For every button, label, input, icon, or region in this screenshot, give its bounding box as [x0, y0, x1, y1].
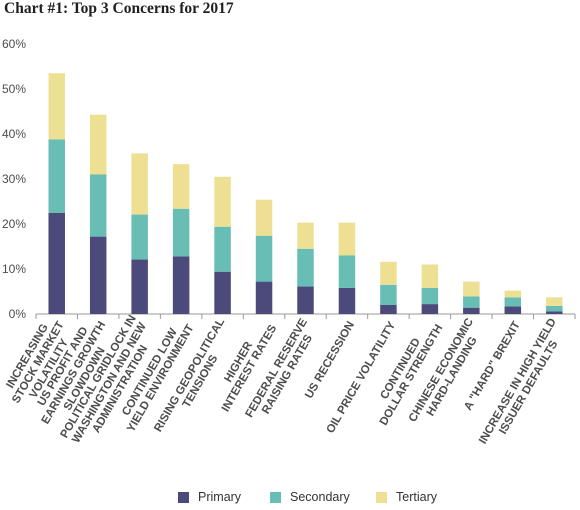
- x-category-label: INCREASE IN HIGH YIELDISSUER DEFAULTS: [477, 316, 570, 452]
- bar-segment-tertiary: [421, 264, 439, 288]
- legend-item-tertiary: Tertiary: [376, 490, 437, 504]
- legend-label-secondary: Secondary: [290, 490, 350, 504]
- bar-segment-secondary: [338, 255, 356, 288]
- bar-segment-secondary: [380, 284, 397, 305]
- bar-segment-secondary: [297, 248, 314, 287]
- bar-segment-tertiary: [48, 73, 65, 140]
- legend-label-primary: Primary: [198, 490, 242, 504]
- bar-segment-tertiary: [463, 281, 480, 297]
- y-tick-label: 40%: [2, 127, 26, 141]
- bar-segment-tertiary: [504, 290, 522, 298]
- bar-segment-secondary: [131, 214, 148, 260]
- bar-segment-secondary: [89, 174, 107, 237]
- bar-segment-tertiary: [172, 164, 190, 209]
- bar-segment-secondary: [255, 235, 273, 282]
- bar-segment-primary: [48, 212, 65, 314]
- bar-segment-secondary: [504, 297, 522, 307]
- bar-segment-primary: [89, 236, 107, 314]
- bar-segment-tertiary: [214, 176, 231, 227]
- legend: Primary Secondary Tertiary: [0, 490, 580, 508]
- bar-segment-primary: [131, 259, 148, 314]
- bar-segment-primary: [172, 256, 190, 314]
- y-tick-label: 60%: [2, 37, 26, 51]
- stacked-bar-chart: 0%10%20%30%40%50%60%INCREASINGSTOCK MARK…: [2, 37, 576, 452]
- bar-segment-secondary: [214, 226, 231, 272]
- bar-segment-primary: [421, 304, 439, 314]
- y-tick-label: 30%: [2, 172, 26, 186]
- bar-segment-secondary: [172, 208, 190, 257]
- y-tick-label: 10%: [2, 262, 26, 276]
- bar-segment-tertiary: [255, 199, 273, 236]
- bar-segment-primary: [338, 287, 356, 314]
- y-tick-label: 0%: [9, 307, 27, 321]
- x-category-label: FEDERAL RESERVERAISING RATES: [244, 316, 321, 426]
- bar-segment-primary: [297, 286, 314, 314]
- legend-item-secondary: Secondary: [270, 490, 350, 504]
- legend-swatch-secondary: [270, 491, 281, 503]
- bar-segment-primary: [380, 305, 397, 314]
- bar-segment-tertiary: [380, 261, 397, 285]
- bar-segment-secondary: [546, 305, 563, 312]
- bar-segment-primary: [214, 271, 231, 314]
- chart-title: Chart #1: Top 3 Concerns for 2017: [4, 0, 234, 17]
- legend-swatch-primary: [178, 491, 189, 503]
- bar-segment-secondary: [463, 296, 480, 308]
- bar-segment-tertiary: [338, 222, 356, 256]
- bar-segment-secondary: [421, 287, 439, 305]
- legend-label-tertiary: Tertiary: [396, 490, 437, 504]
- y-tick-label: 50%: [2, 82, 26, 96]
- legend-item-primary: Primary: [178, 490, 241, 504]
- bar-segment-tertiary: [131, 153, 148, 215]
- y-tick-label: 20%: [2, 217, 26, 231]
- bar-segment-secondary: [48, 139, 65, 213]
- bar-segment-primary: [463, 307, 480, 314]
- bar-segment-tertiary: [297, 222, 314, 249]
- bar-segment-primary: [546, 311, 563, 314]
- bar-segment-tertiary: [546, 297, 563, 306]
- legend-swatch-tertiary: [376, 491, 387, 503]
- bar-segment-primary: [255, 281, 273, 314]
- bar-segment-primary: [504, 306, 522, 314]
- bar-segment-tertiary: [89, 114, 107, 175]
